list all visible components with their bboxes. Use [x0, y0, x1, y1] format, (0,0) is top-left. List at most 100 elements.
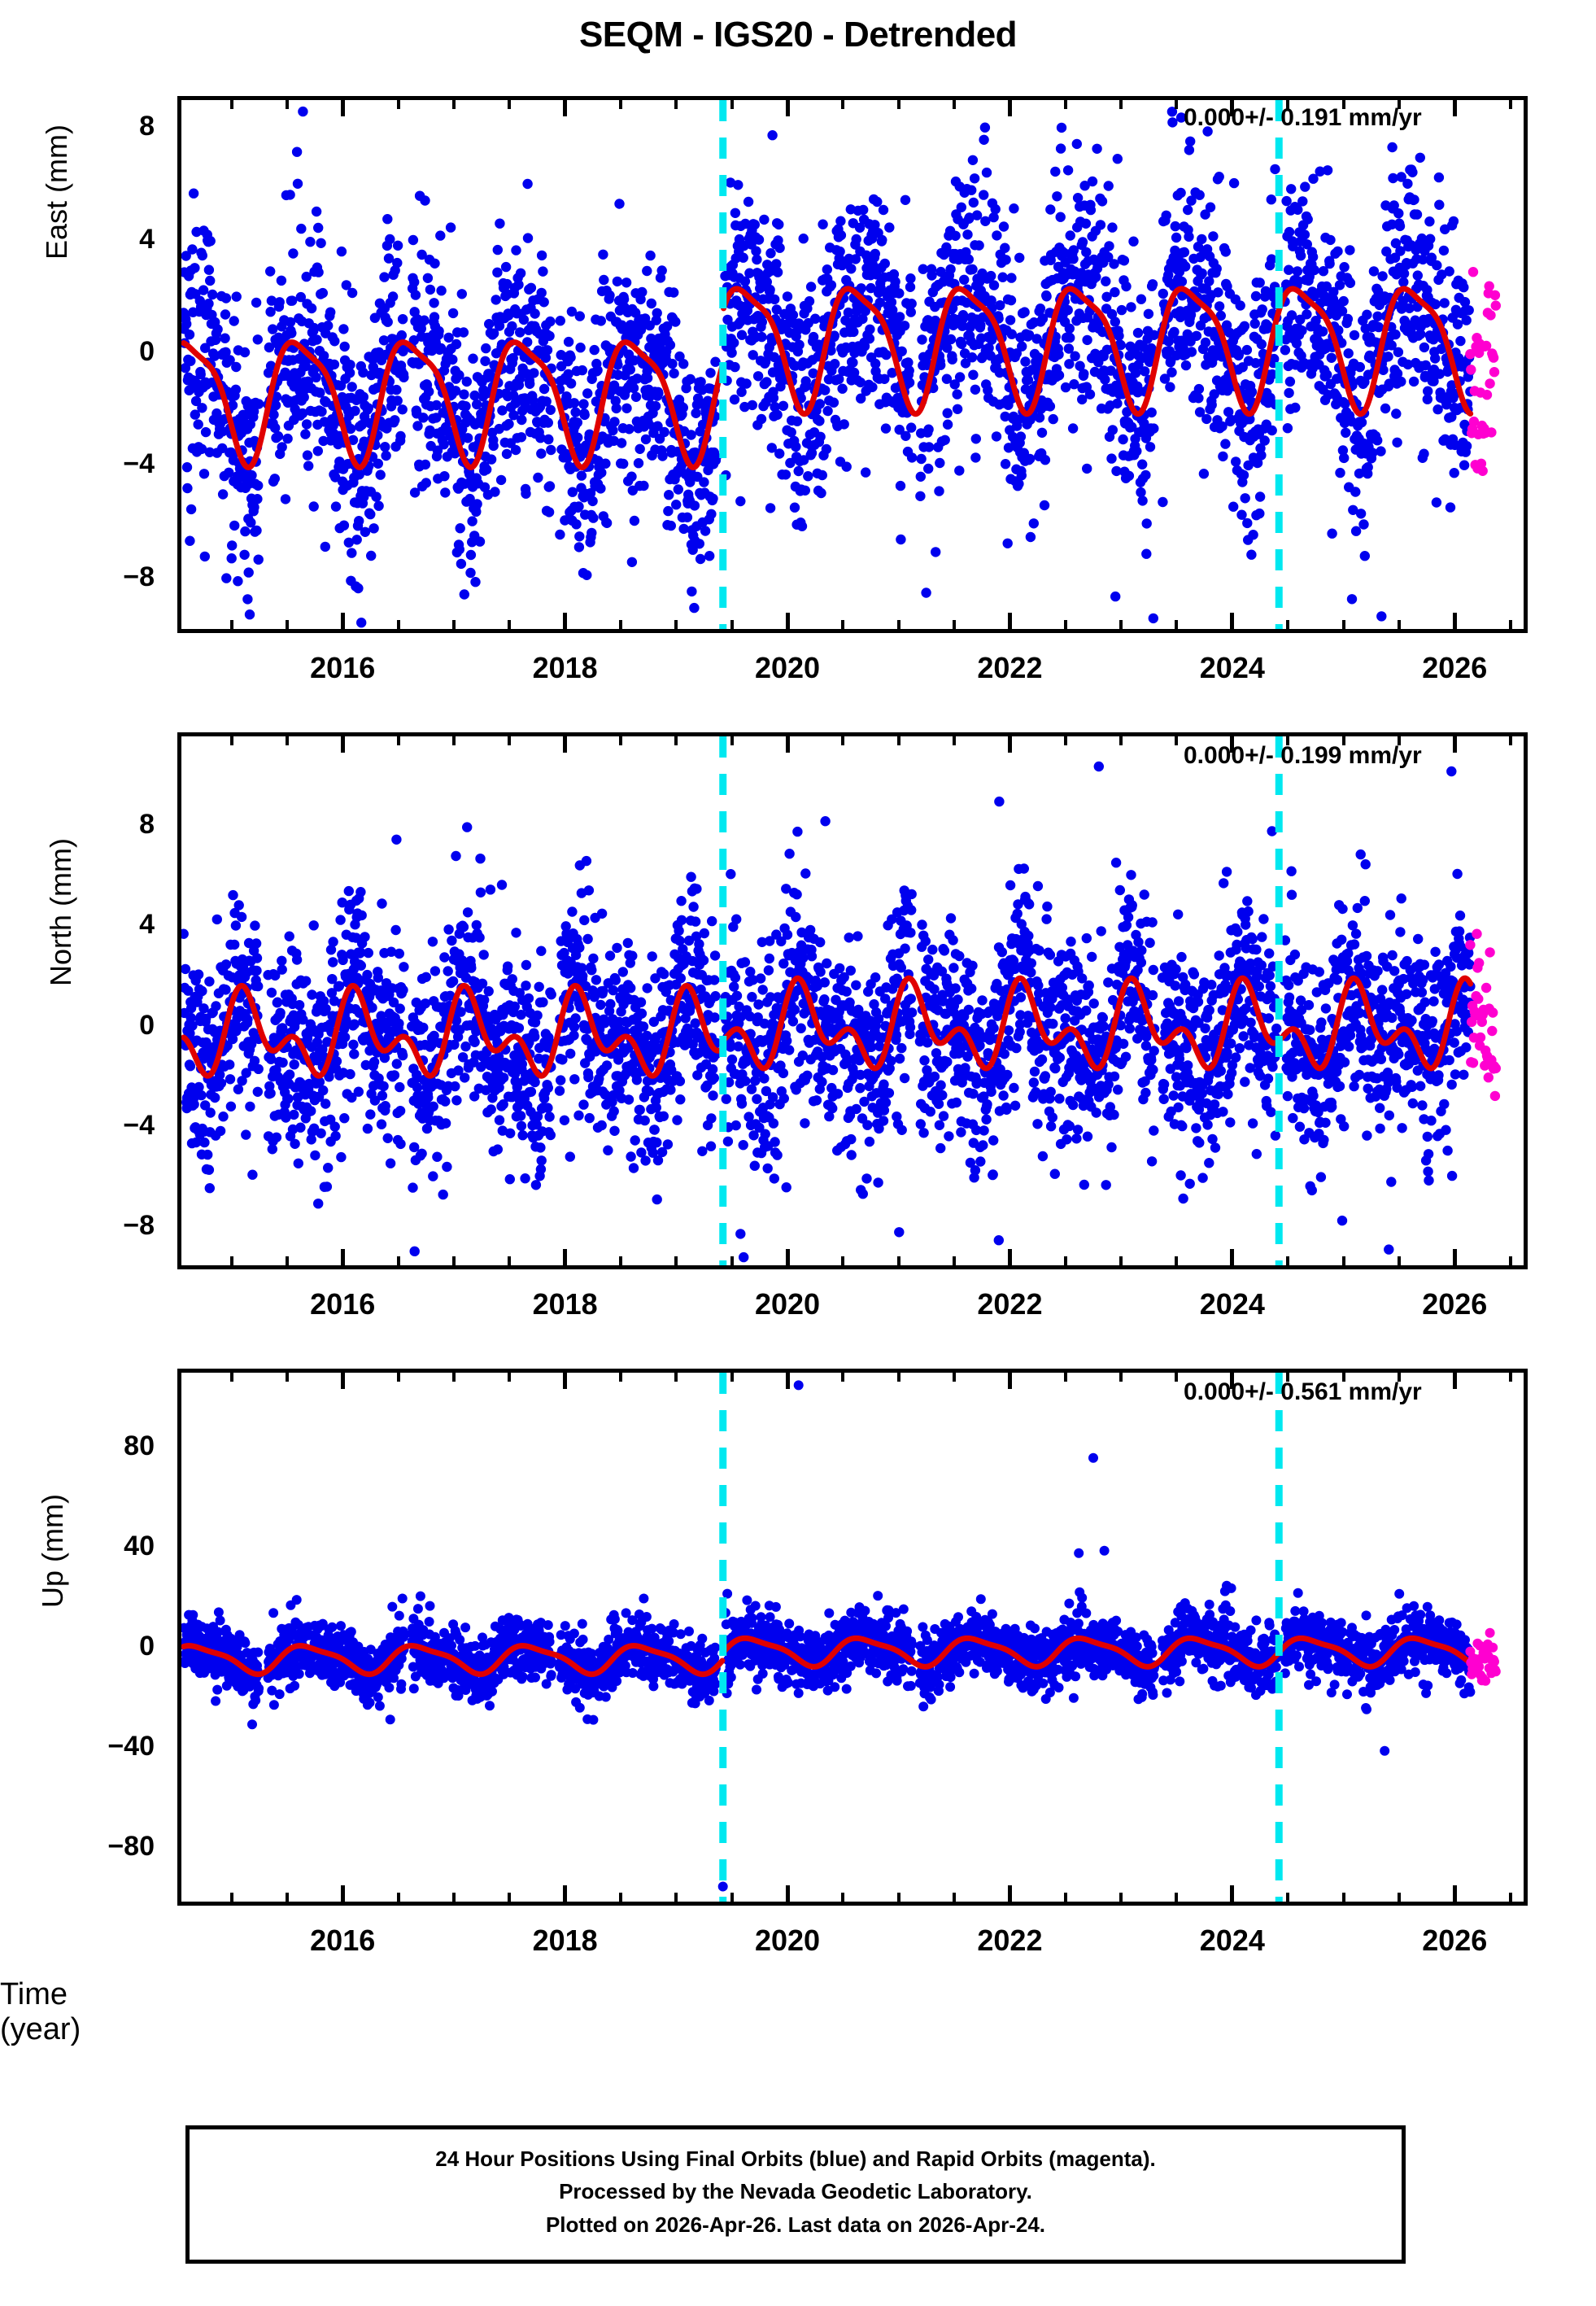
x-tick-label: 2022 — [936, 651, 1083, 685]
x-minor-tick-mark — [508, 1373, 511, 1382]
x-minor-tick-mark — [1119, 736, 1123, 745]
y-tick-label: −8 — [49, 561, 155, 593]
x-minor-tick-mark — [230, 620, 233, 629]
x-minor-tick-mark — [953, 736, 956, 745]
y-tick-label: 8 — [49, 111, 155, 142]
x-minor-tick-mark — [674, 1373, 678, 1382]
x-tick-label: 2018 — [492, 1924, 639, 1958]
x-minor-tick-mark — [230, 1373, 233, 1382]
x-minor-tick-mark — [953, 100, 956, 109]
x-minor-tick-mark — [1119, 100, 1123, 109]
x-minor-tick-mark — [1342, 620, 1345, 629]
x-minor-tick-mark — [730, 736, 734, 745]
x-minor-tick-mark — [953, 1256, 956, 1265]
x-minor-tick-mark — [953, 1373, 956, 1382]
x-tick-label: 2026 — [1381, 651, 1528, 685]
x-minor-tick-mark — [1119, 1373, 1123, 1382]
y-tick-label: −40 — [49, 1731, 155, 1762]
x-minor-tick-mark — [897, 1256, 900, 1265]
x-tick-mark — [341, 100, 345, 116]
x-minor-tick-mark — [1342, 1893, 1345, 1902]
x-tick-label: 2020 — [714, 651, 861, 685]
x-tick-mark — [1008, 100, 1012, 116]
x-minor-tick-mark — [397, 736, 400, 745]
x-minor-tick-mark — [286, 736, 289, 745]
x-minor-tick-mark — [1064, 1373, 1067, 1382]
x-minor-tick-mark — [1175, 736, 1178, 745]
x-tick-mark — [786, 1249, 790, 1265]
y-tick-label: −80 — [49, 1831, 155, 1863]
x-minor-tick-mark — [674, 736, 678, 745]
x-tick-mark — [786, 736, 790, 753]
x-minor-tick-mark — [397, 1373, 400, 1382]
x-minor-tick-mark — [397, 1256, 400, 1265]
x-minor-tick-mark — [619, 620, 622, 629]
x-tick-mark — [563, 1249, 567, 1265]
x-minor-tick-mark — [730, 620, 734, 629]
y-tick-label: −4 — [49, 448, 155, 480]
x-minor-tick-mark — [841, 1373, 844, 1382]
x-minor-tick-mark — [674, 100, 678, 109]
x-tick-mark — [341, 1885, 345, 1902]
x-minor-tick-mark — [1064, 620, 1067, 629]
x-tick-label: 2022 — [936, 1924, 1083, 1958]
x-tick-label: 2018 — [492, 651, 639, 685]
y-tick-label: 80 — [49, 1430, 155, 1462]
x-minor-tick-mark — [1119, 1893, 1123, 1902]
x-minor-tick-mark — [1342, 1256, 1345, 1265]
x-minor-tick-mark — [1509, 1256, 1512, 1265]
x-minor-tick-mark — [730, 1893, 734, 1902]
x-minor-tick-mark — [1286, 1893, 1289, 1902]
x-minor-tick-mark — [452, 100, 456, 109]
x-tick-label: 2024 — [1159, 1287, 1306, 1321]
y-tick-label: 0 — [49, 1631, 155, 1662]
x-minor-tick-mark — [1175, 1256, 1178, 1265]
x-tick-mark — [1230, 1885, 1234, 1902]
x-tick-mark — [341, 736, 345, 753]
plot-area-east — [177, 96, 1528, 633]
x-minor-tick-mark — [1509, 1373, 1512, 1382]
x-minor-tick-mark — [897, 1893, 900, 1902]
x-tick-mark — [563, 1885, 567, 1902]
x-tick-label: 2024 — [1159, 1924, 1306, 1958]
x-minor-tick-mark — [1398, 1256, 1401, 1265]
x-tick-label: 2018 — [492, 1287, 639, 1321]
y-tick-label: 8 — [49, 809, 155, 841]
x-minor-tick-mark — [452, 1256, 456, 1265]
x-minor-tick-mark — [286, 1893, 289, 1902]
x-minor-tick-mark — [1509, 736, 1512, 745]
y-tick-label: 4 — [49, 224, 155, 255]
rate-annotation-up: 0.000+/- 0.561 mm/yr — [1184, 1378, 1422, 1406]
x-tick-label: 2026 — [1381, 1287, 1528, 1321]
x-tick-mark — [786, 613, 790, 629]
x-minor-tick-mark — [619, 1373, 622, 1382]
x-minor-tick-mark — [230, 1893, 233, 1902]
x-minor-tick-mark — [841, 100, 844, 109]
x-tick-mark — [1008, 736, 1012, 753]
x-tick-mark — [1230, 613, 1234, 629]
x-minor-tick-mark — [397, 1893, 400, 1902]
x-minor-tick-mark — [1398, 620, 1401, 629]
x-tick-mark — [341, 613, 345, 629]
x-tick-label: 2016 — [269, 1287, 416, 1321]
x-tick-mark — [563, 613, 567, 629]
x-tick-mark — [1453, 1373, 1457, 1389]
x-minor-tick-mark — [841, 736, 844, 745]
plot-canvas-east — [181, 100, 1524, 629]
x-minor-tick-mark — [730, 100, 734, 109]
caption-line-3: Plotted on 2026-Apr-26. Last data on 202… — [190, 2208, 1402, 2241]
x-tick-mark — [1453, 100, 1457, 116]
x-minor-tick-mark — [286, 620, 289, 629]
y-tick-label: 0 — [49, 1010, 155, 1042]
x-tick-mark — [341, 1249, 345, 1265]
x-minor-tick-mark — [286, 1373, 289, 1382]
x-minor-tick-mark — [1064, 1893, 1067, 1902]
x-minor-tick-mark — [508, 1893, 511, 1902]
x-tick-mark — [1230, 1249, 1234, 1265]
x-tick-mark — [563, 736, 567, 753]
x-minor-tick-mark — [897, 736, 900, 745]
caption-box: 24 Hour Positions Using Final Orbits (bl… — [185, 2125, 1406, 2264]
x-tick-label: 2020 — [714, 1287, 861, 1321]
x-minor-tick-mark — [1175, 1893, 1178, 1902]
